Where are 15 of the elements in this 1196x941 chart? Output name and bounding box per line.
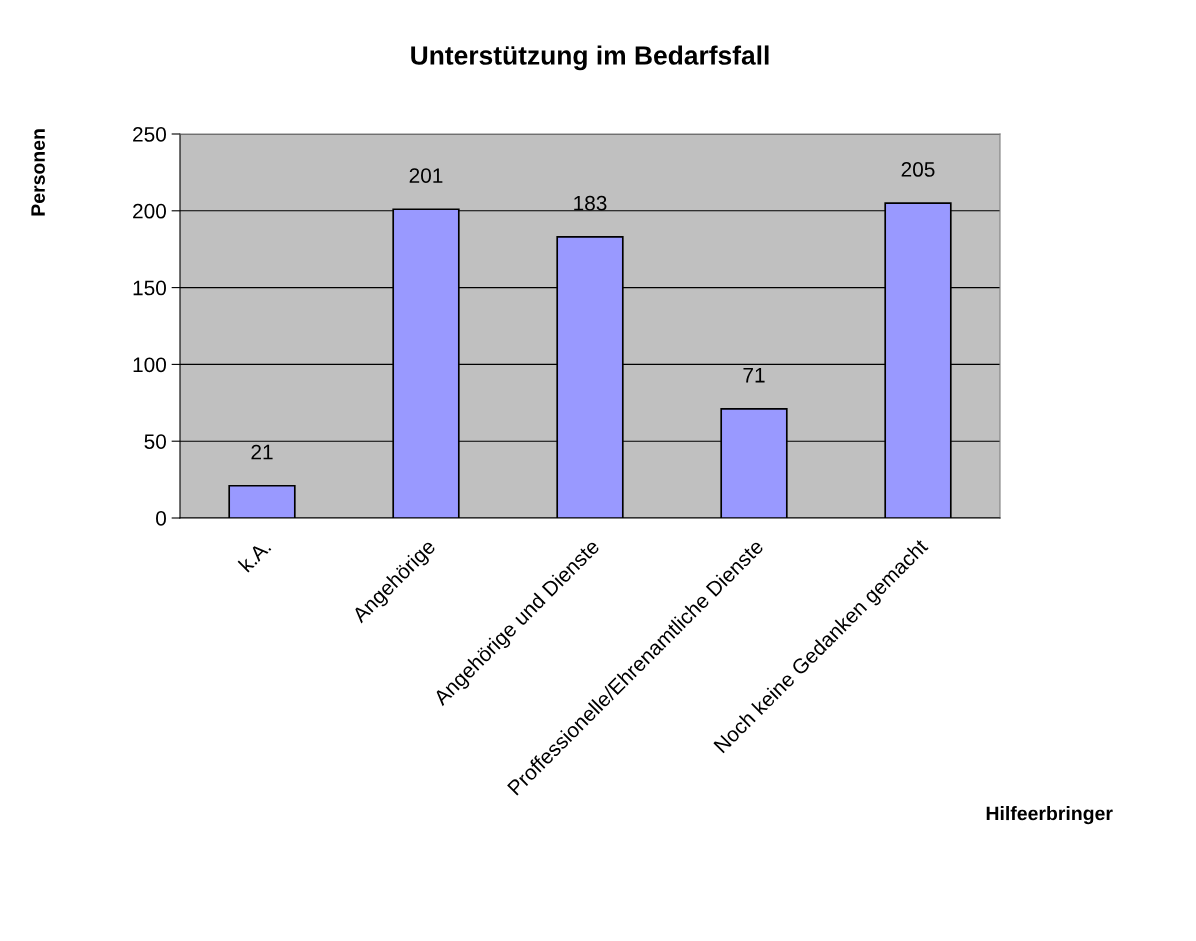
- data-label: 71: [743, 368, 765, 383]
- chart-title: Unterstützung im Bedarfsfall: [411, 45, 769, 71]
- data-label: 201: [409, 168, 443, 183]
- y-tick-label: 250: [133, 127, 166, 142]
- x-axis-title: Hilfeerbringer: [986, 806, 1113, 825]
- x-tick-label: k.A.: [237, 538, 272, 573]
- y-tick-label: 200: [133, 203, 166, 219]
- data-label: 205: [901, 162, 935, 177]
- data-label: 183: [574, 195, 607, 211]
- y-axis-title: Personen: [31, 129, 45, 216]
- y-tick-label: 150: [133, 280, 166, 296]
- y-tick-label: 50: [144, 434, 166, 449]
- y-tick-label: 0: [156, 511, 166, 526]
- data-label: 21: [251, 444, 273, 460]
- y-tick-label: 100: [133, 357, 166, 373]
